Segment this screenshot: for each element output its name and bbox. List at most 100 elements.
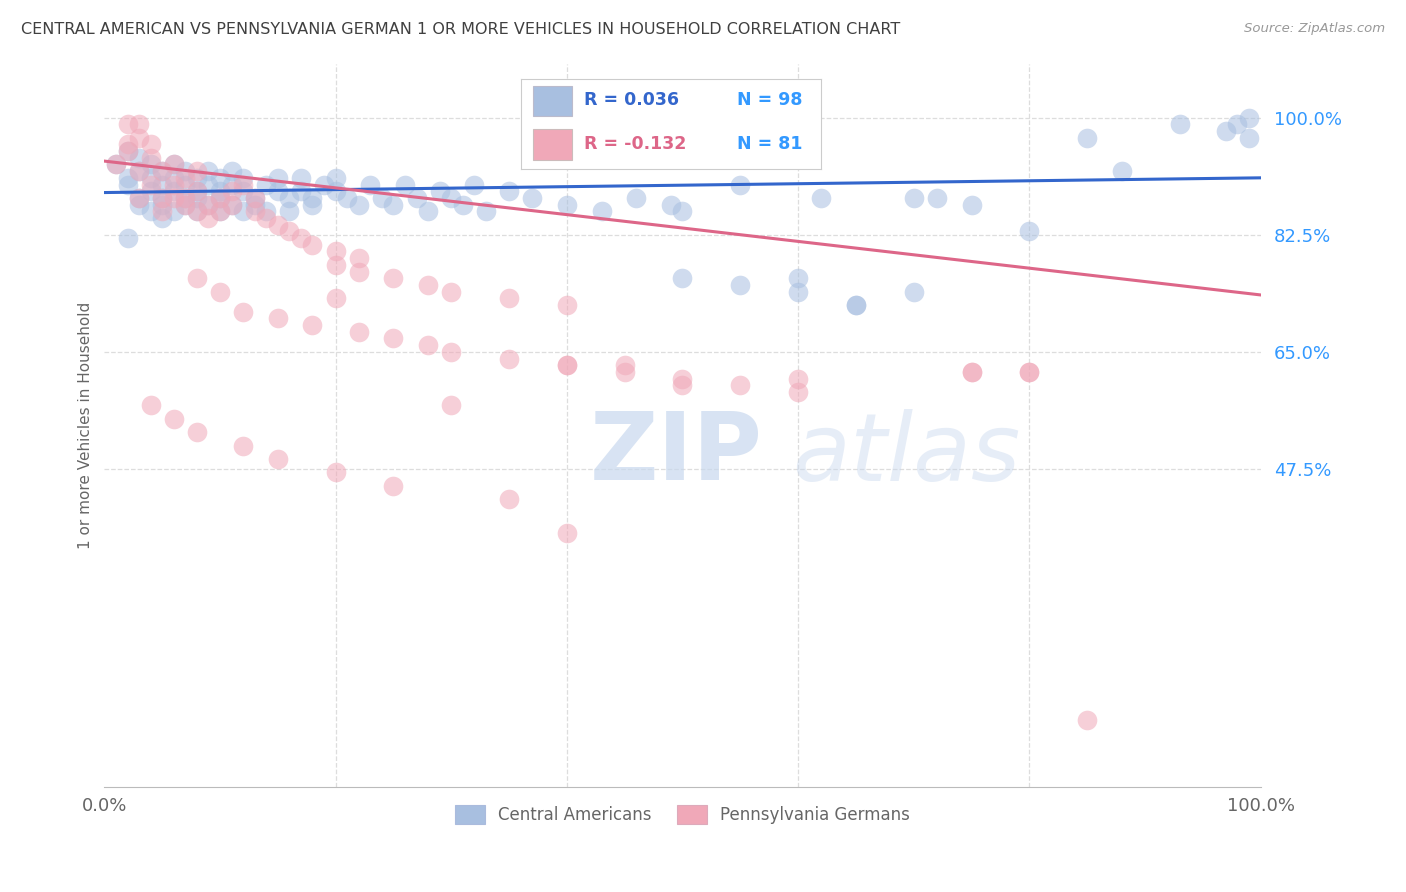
Point [290,231,312,245]
Point [139,157,162,171]
Point [371,191,394,205]
Point [555,298,578,312]
Point [117,117,139,131]
Point [416,204,439,219]
Point [498,291,520,305]
Point [671,204,693,219]
Point [208,285,231,299]
Point [290,170,312,185]
Point [208,204,231,219]
Text: CENTRAL AMERICAN VS PENNSYLVANIA GERMAN 1 OR MORE VEHICLES IN HOUSEHOLD CORRELAT: CENTRAL AMERICAN VS PENNSYLVANIA GERMAN … [21,22,900,37]
Point [128,191,150,205]
Point [325,258,347,272]
Point [810,191,832,205]
Point [208,191,231,205]
Point [232,184,254,198]
Point [163,170,186,185]
Point [186,184,208,198]
Point [174,197,197,211]
Point [208,184,231,198]
Point [1237,111,1260,125]
Point [730,277,752,292]
Point [163,184,186,198]
Point [186,184,208,198]
Point [1018,365,1040,379]
Point [382,197,405,211]
Point [186,204,208,219]
Point [325,184,347,198]
Point [197,197,219,211]
Point [278,204,301,219]
Point [186,204,208,219]
Point [1018,365,1040,379]
Point [347,264,370,278]
Point [208,204,231,219]
Point [1111,164,1133,178]
Point [416,338,439,352]
Point [117,144,139,158]
Point [186,425,208,439]
Point [440,285,463,299]
Point [267,451,290,466]
Point [522,191,544,205]
Point [174,197,197,211]
Point [128,197,150,211]
Point [787,271,810,285]
Point [267,311,290,326]
Point [117,170,139,185]
Point [1076,130,1098,145]
Point [591,204,613,219]
Point [347,197,370,211]
Point [208,170,231,185]
Point [104,157,127,171]
Point [221,197,243,211]
Point [671,371,693,385]
Point [232,170,254,185]
Point [232,178,254,192]
Point [163,204,186,219]
Point [150,164,173,178]
Point [787,371,810,385]
Point [221,184,243,198]
Point [1018,224,1040,238]
Point [903,285,925,299]
Point [197,197,219,211]
Point [429,184,451,198]
Point [1168,117,1191,131]
Point [267,184,290,198]
Text: atlas: atlas [793,409,1021,500]
Point [221,164,243,178]
Point [117,231,139,245]
Point [197,178,219,192]
Point [440,191,463,205]
Point [336,191,359,205]
Point [498,184,520,198]
Point [325,291,347,305]
Point [626,191,648,205]
Point [555,197,578,211]
Point [174,164,197,178]
Point [174,191,197,205]
Point [232,204,254,219]
Point [139,398,162,412]
Point [128,151,150,165]
Point [301,197,323,211]
Point [555,358,578,372]
Point [845,298,868,312]
Point [903,191,925,205]
Point [463,178,485,192]
Point [174,191,197,205]
Point [139,204,162,219]
Point [254,211,277,225]
Point [117,144,139,158]
Point [243,204,266,219]
Point [301,191,323,205]
Point [104,157,127,171]
Point [1237,130,1260,145]
Point [405,191,427,205]
Point [163,157,186,171]
Point [312,178,335,192]
Point [186,271,208,285]
Point [150,191,173,205]
Point [555,358,578,372]
